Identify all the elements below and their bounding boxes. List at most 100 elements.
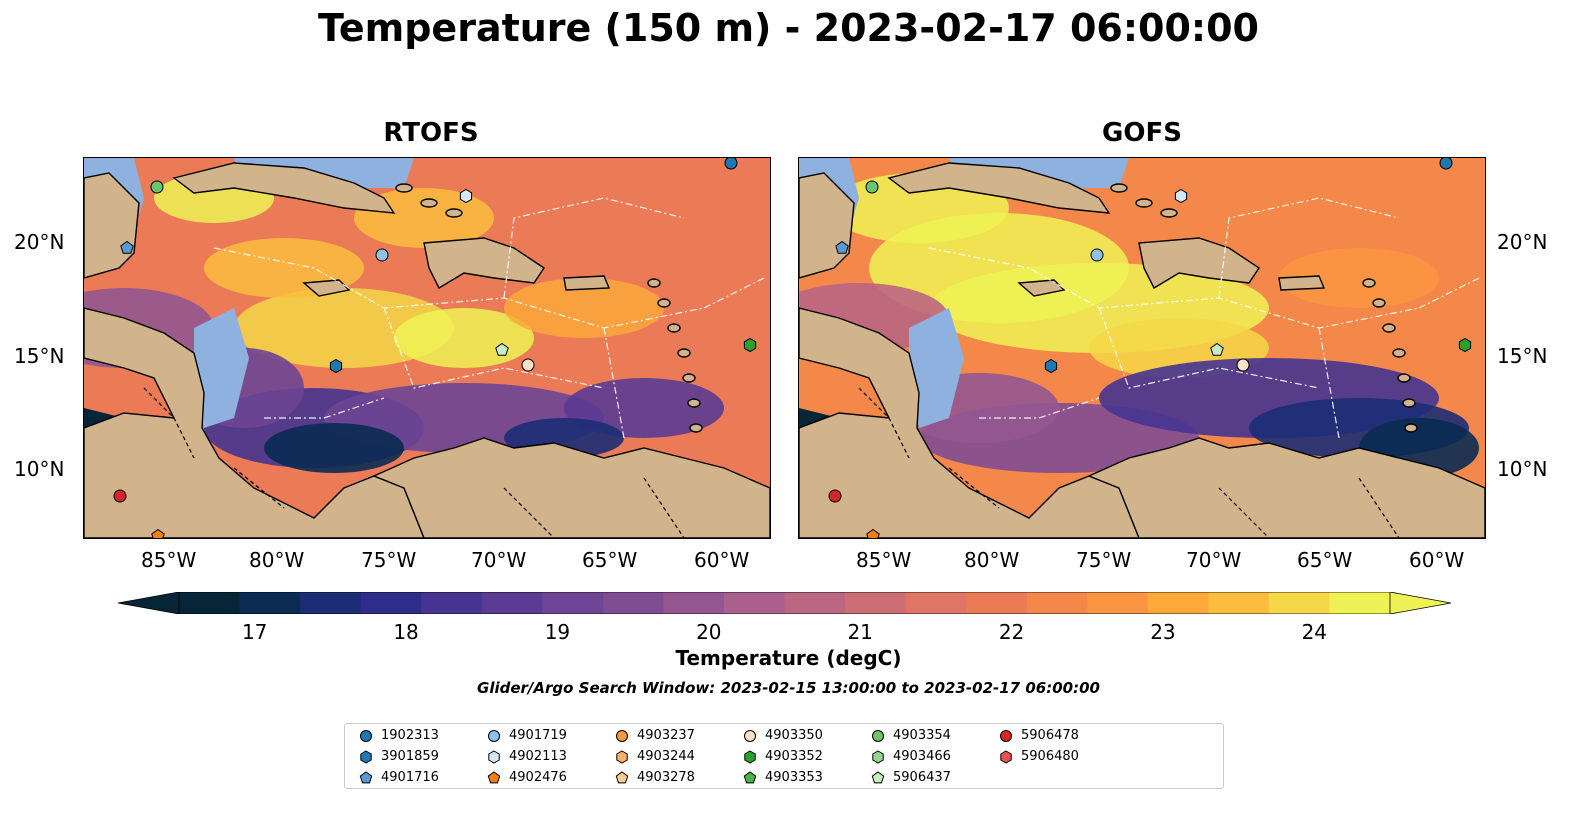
y-tick-20n-left: 20°N (14, 230, 65, 254)
x-tick-60w-rtofs: 60°W (694, 548, 750, 572)
colorbar-segment (179, 592, 241, 614)
colorbar-tick: 24 (1301, 620, 1328, 644)
circle-marker-icon (616, 729, 628, 742)
circle-marker-icon (488, 729, 500, 742)
legend-label: 5906478 (1021, 728, 1079, 743)
legend-label: 5906480 (1021, 749, 1079, 764)
colorbar-segment (905, 592, 967, 614)
colorbar-segment (723, 592, 785, 614)
legend-label: 4903350 (765, 728, 823, 743)
legend-item-4902113: 4902113 (487, 749, 567, 764)
y-tick-20n-right: 20°N (1497, 230, 1548, 254)
x-tick-75w-rtofs: 75°W (361, 548, 417, 572)
colorbar-segment (239, 592, 301, 614)
legend-label: 4901719 (509, 728, 567, 743)
legend-label: 5906437 (893, 770, 951, 785)
colorbar-tick: 19 (544, 620, 571, 644)
x-tick-70w-gofs: 70°W (1186, 548, 1242, 572)
panel-title-gofs: GOFS (1102, 118, 1182, 148)
legend-item-4903237: 4903237 (615, 728, 695, 743)
legend-item-1902313: 1902313 (359, 728, 439, 743)
x-tick-65w-rtofs: 65°W (582, 548, 638, 572)
x-tick-70w-rtofs: 70°W (471, 548, 527, 572)
legend-item-5906478: 5906478 (999, 728, 1079, 743)
legend-item-5906480: 5906480 (999, 749, 1079, 764)
pentagon-marker-icon (359, 770, 373, 783)
colorbar-segment (1268, 592, 1330, 614)
hexagon-marker-icon (360, 749, 372, 764)
x-tick-85w-rtofs: 85°W (141, 548, 197, 572)
colorbar-segment (421, 592, 483, 614)
colorbar (117, 591, 1452, 615)
colorbar-segment (1147, 592, 1209, 614)
colorbar-segment (663, 592, 725, 614)
legend-item-4901719: 4901719 (487, 728, 567, 743)
x-tick-60w-gofs: 60°W (1409, 548, 1465, 572)
pentagon-marker-icon (487, 770, 501, 783)
y-tick-10n-right: 10°N (1497, 457, 1548, 481)
colorbar-segment (602, 592, 664, 614)
y-tick-15n-right: 15°N (1497, 344, 1548, 368)
legend-item-4903353: 4903353 (743, 770, 823, 785)
x-tick-75w-gofs: 75°W (1076, 548, 1132, 572)
legend-item-4903354: 4903354 (871, 728, 951, 743)
y-tick-10n-left: 10°N (14, 457, 65, 481)
colorbar-tick: 22 (998, 620, 1025, 644)
y-tick-15n-left: 15°N (14, 344, 65, 368)
circle-marker-icon (1000, 729, 1012, 742)
legend-item-5906437: 5906437 (871, 770, 951, 785)
legend-label: 4902476 (509, 770, 567, 785)
colorbar-segment (1329, 592, 1391, 614)
legend-label: 4903244 (637, 749, 695, 764)
legend-label: 3901859 (381, 749, 439, 764)
colorbar-segment (1087, 592, 1149, 614)
legend-label: 4903354 (893, 728, 951, 743)
hexagon-marker-icon (1000, 749, 1012, 764)
colorbar-tick: 21 (847, 620, 873, 644)
rtofs-map (83, 157, 771, 539)
colorbar-segment (784, 592, 846, 614)
hexagon-marker-icon (616, 749, 628, 764)
legend-label: 4903353 (765, 770, 823, 785)
legend-label: 4903237 (637, 728, 695, 743)
legend-item-4903352: 4903352 (743, 749, 823, 764)
colorbar-tick: 20 (696, 620, 722, 644)
legend-item-4901716: 4901716 (359, 770, 439, 785)
circle-marker-icon (872, 729, 884, 742)
legend: 1902313 3901859 4901716 4901719 4902113 49024… (344, 723, 1224, 789)
colorbar-label: Temperature (degC) (675, 646, 902, 670)
colorbar-segment (1026, 592, 1088, 614)
gofs-map-svg (799, 158, 1485, 538)
colorbar-segment (1208, 592, 1270, 614)
colorbar-tick: 17 (241, 620, 268, 644)
legend-item-4903244: 4903244 (615, 749, 695, 764)
pentagon-marker-icon (871, 770, 885, 783)
x-tick-80w-rtofs: 80°W (249, 548, 305, 572)
legend-label: 4902113 (509, 749, 567, 764)
colorbar-svg (117, 591, 1452, 615)
legend-label: 4903278 (637, 770, 695, 785)
circle-marker-icon (360, 729, 372, 742)
gofs-map (798, 157, 1486, 539)
legend-item-4903350: 4903350 (743, 728, 823, 743)
legend-label: 1902313 (381, 728, 439, 743)
colorbar-segment (542, 592, 604, 614)
colorbar-tick: 23 (1150, 620, 1176, 644)
colorbar-segment (481, 592, 543, 614)
legend-label: 4903466 (893, 749, 951, 764)
colorbar-segment (300, 592, 362, 614)
legend-label: 4901716 (381, 770, 439, 785)
legend-item-4903466: 4903466 (871, 749, 951, 764)
x-tick-85w-gofs: 85°W (856, 548, 912, 572)
rtofs-map-svg (84, 158, 770, 538)
search-window-text: Glider/Argo Search Window: 2023-02-15 13… (477, 679, 1100, 697)
legend-item-4902476: 4902476 (487, 770, 567, 785)
x-tick-65w-gofs: 65°W (1297, 548, 1353, 572)
panel-title-rtofs: RTOFS (383, 118, 479, 148)
legend-item-4903278: 4903278 (615, 770, 695, 785)
x-tick-80w-gofs: 80°W (964, 548, 1020, 572)
colorbar-tick: 18 (393, 620, 419, 644)
legend-item-3901859: 3901859 (359, 749, 439, 764)
circle-marker-icon (744, 729, 756, 742)
figure-title: Temperature (150 m) - 2023-02-17 06:00:0… (317, 6, 1259, 50)
